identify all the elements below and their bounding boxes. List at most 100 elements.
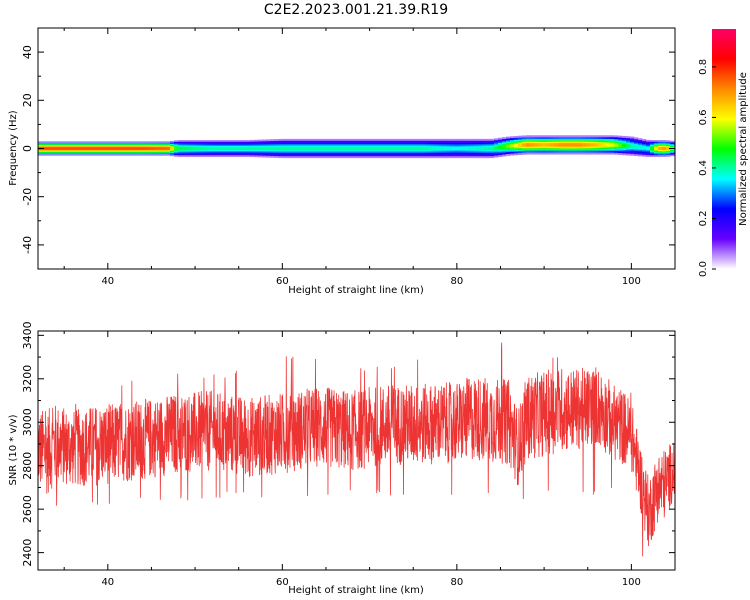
heatmap-x-tick-label: 100: [622, 276, 641, 287]
heatmap-cell: [278, 146, 283, 151]
heatmap-cell: [66, 147, 71, 150]
heatmap-y-tick-label: 40: [21, 45, 34, 59]
heatmap-cell: [378, 146, 383, 151]
heatmap-cell: [406, 146, 411, 151]
heatmap-cell: [150, 147, 155, 150]
heatmap-cell: [482, 146, 487, 151]
heatmap-cell: [310, 146, 315, 151]
heatmap-cell: [362, 146, 367, 151]
heatmap-cell: [146, 147, 151, 150]
snr-series-layer: [38, 342, 675, 557]
heatmap-cell: [570, 143, 575, 147]
heatmap-panel: 40 60 80 100 -40 -20 0 20 40 Height of straight…: [8, 27, 676, 296]
heatmap-cell: [566, 143, 571, 147]
snr-frame: [37, 330, 676, 571]
heatmap-cell: [270, 146, 275, 151]
heatmap-cell: [638, 145, 643, 149]
heatmap-cell: [322, 146, 327, 151]
heatmap-cell: [546, 143, 551, 147]
heatmap-cell: [238, 146, 243, 151]
heatmap-cell: [434, 146, 439, 151]
heatmap-cell: [298, 146, 303, 151]
heatmap-cell: [582, 143, 587, 147]
heatmap-cell: [306, 146, 311, 151]
snr-y-tick-label: 2600: [21, 495, 34, 523]
heatmap-cell: [126, 147, 131, 150]
heatmap-cell: [230, 146, 235, 151]
heatmap-cell: [350, 146, 355, 151]
heatmap-cell: [526, 143, 531, 147]
heatmap-cell: [202, 146, 207, 151]
heatmap-cell: [154, 147, 159, 150]
heatmap-cell: [90, 147, 95, 150]
heatmap-y-tick-label: -20: [21, 188, 34, 206]
heatmap-cell: [398, 146, 403, 151]
heatmap-cell: [518, 143, 523, 148]
heatmap-cell: [50, 147, 55, 150]
heatmap-cell: [226, 146, 231, 151]
heatmap-cell: [386, 146, 391, 151]
heatmap-cell: [658, 146, 663, 151]
heatmap-cell: [382, 146, 387, 151]
colorbar-tick-label: 0.6: [698, 109, 709, 125]
colorbar-axis: 0.0 0.2 0.4 0.6 0.8: [698, 59, 716, 277]
heatmap-cell: [122, 147, 127, 150]
heatmap-cell: [274, 146, 279, 151]
heatmap-cell: [138, 147, 143, 150]
heatmap-x-tick-label: 60: [276, 276, 289, 287]
heatmap-cell: [374, 146, 379, 151]
heatmap-cell: [402, 146, 407, 151]
heatmap-cell: [326, 146, 331, 151]
heatmap-cell: [354, 146, 359, 151]
heatmap-cell: [618, 143, 623, 148]
heatmap-cell: [58, 147, 63, 150]
heatmap-y-axis: -40 -20 0 20 40: [21, 27, 675, 270]
heatmap-cell: [466, 146, 471, 151]
heatmap-cell: [142, 147, 147, 150]
colorbar-tick-label: 0.0: [698, 261, 709, 277]
colorbar-tick-label: 0.4: [698, 160, 709, 176]
heatmap-cell: [614, 143, 619, 147]
heatmap-cell: [486, 146, 491, 151]
heatmap-cell: [190, 146, 195, 151]
heatmap-x-tick-label: 40: [101, 276, 114, 287]
heatmap-cell: [250, 146, 255, 151]
heatmap-cell: [450, 146, 455, 151]
heatmap-cell: [598, 143, 603, 147]
heatmap-cell: [438, 146, 443, 151]
heatmap-cell: [586, 143, 591, 147]
heatmap-x-axis-label: Height of straight line (km): [288, 285, 424, 296]
heatmap-cell: [94, 147, 99, 150]
heatmap-y-tick-label: -40: [21, 236, 34, 254]
heatmap-cell: [254, 146, 259, 151]
heatmap-cell: [102, 147, 107, 150]
snr-y-tick-label: 3000: [21, 408, 34, 436]
heatmap-cell: [334, 146, 339, 151]
heatmap-cell: [606, 143, 611, 147]
heatmap-cell: [54, 147, 59, 150]
heatmap-x-tick-label: 80: [450, 276, 463, 287]
snr-x-axis-label: Height of straight line (km): [288, 585, 424, 596]
heatmap-cell: [314, 146, 319, 151]
heatmap-cell: [534, 143, 539, 147]
heatmap-cell: [646, 146, 651, 150]
heatmap-cell: [426, 146, 431, 151]
snr-series-line: [38, 342, 675, 557]
snr-x-tick-label: 40: [101, 577, 114, 588]
colorbar-strip: [712, 29, 736, 269]
colorbar: 0.0 0.2 0.4 0.6 0.8 Normalized spectral ampl…: [698, 29, 749, 277]
heatmap-cell: [654, 146, 659, 151]
heatmap-cell: [498, 145, 503, 150]
colorbar-tick-label: 0.8: [698, 59, 709, 75]
heatmap-cell: [106, 147, 111, 150]
heatmap-cell: [442, 146, 447, 151]
heatmap-cell: [182, 146, 187, 151]
heatmap-cell: [538, 143, 543, 147]
heatmap-cell: [562, 143, 567, 147]
heatmap-cell: [70, 147, 75, 150]
heatmap-cell: [594, 143, 599, 147]
heatmap-cell: [494, 146, 499, 150]
heatmap-cell: [258, 146, 263, 151]
heatmap-cell: [330, 146, 335, 151]
